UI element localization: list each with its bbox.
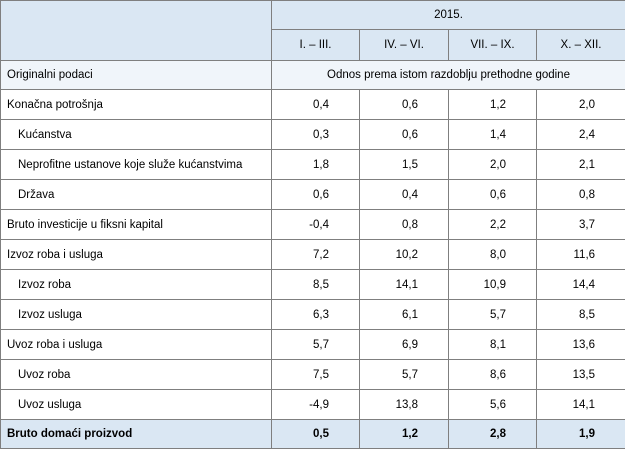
cell-value: 2,0 (448, 149, 537, 180)
subheader-note: Odnos prema istom razdoblju prethodne go… (270, 60, 625, 90)
cell-value: 0,6 (271, 179, 360, 210)
cell-value: 6,9 (359, 329, 449, 360)
subheader-row: Originalni podaci Odnos prema istom razd… (0, 60, 625, 90)
cell-value: -4,9 (271, 389, 360, 420)
row-label: Neprofitne ustanove koje služe kućanstvi… (0, 149, 272, 180)
cell-value: 0,3 (271, 119, 360, 150)
corner-cell (0, 0, 272, 61)
total-label: Bruto domaći proizvod (0, 419, 272, 449)
table-row: Država 0,6 0,4 0,6 0,8 (0, 179, 625, 210)
row-label: Država (0, 179, 272, 210)
cell-value: 14,1 (535, 389, 625, 420)
cell-value: 3,7 (535, 209, 625, 240)
cell-value: 13,8 (359, 389, 449, 420)
table-row: Uvoz usluga -4,9 13,8 5,6 14,1 (0, 389, 625, 420)
cell-value: 5,6 (448, 389, 537, 420)
cell-value: 8,5 (271, 269, 360, 300)
table-row: Neprofitne ustanove koje služe kućanstvi… (0, 149, 625, 180)
cell-value: 7,2 (271, 239, 360, 270)
row-label: Uvoz roba i usluga (0, 329, 272, 360)
period-header: X. – XII. (535, 29, 625, 61)
year-header: 2015. (270, 0, 625, 30)
cell-value: 0,8 (535, 179, 625, 210)
cell-value: 0,6 (359, 119, 449, 150)
period-header: VII. – IX. (448, 29, 537, 61)
cell-value: 2,2 (448, 209, 537, 240)
total-value: 0,5 (271, 419, 360, 449)
cell-value: 0,4 (271, 89, 360, 120)
cell-value: 7,5 (271, 359, 360, 390)
total-row: Bruto domaći proizvod 0,5 1,2 2,8 1,9 (0, 419, 625, 449)
period-header: IV. – VI. (359, 29, 449, 61)
cell-value: 5,7 (359, 359, 449, 390)
cell-value: 10,2 (359, 239, 449, 270)
table-row: Uvoz roba i usluga 5,7 6,9 8,1 13,6 (0, 329, 625, 360)
period-header: I. – III. (271, 29, 360, 61)
cell-value: 8,5 (535, 299, 625, 330)
table-row: Uvoz roba 7,5 5,7 8,6 13,5 (0, 359, 625, 390)
cell-value: 2,4 (535, 119, 625, 150)
cell-value: 1,4 (448, 119, 537, 150)
cell-value: 14,1 (359, 269, 449, 300)
table-row: Izvoz roba 8,5 14,1 10,9 14,4 (0, 269, 625, 300)
subheader-label: Originalni podaci (0, 60, 272, 90)
period-header-row: I. – III. IV. – VI. VII. – IX. X. – XII. (1, 29, 625, 61)
cell-value: 0,8 (359, 209, 449, 240)
cell-value: 5,7 (271, 329, 360, 360)
cell-value: 13,5 (535, 359, 625, 390)
cell-value: 2,0 (535, 89, 625, 120)
cell-value: 0,4 (359, 179, 449, 210)
row-label: Kućanstva (0, 119, 272, 150)
cell-value: 8,1 (448, 329, 537, 360)
cell-value: 1,2 (448, 89, 537, 120)
row-label: Bruto investicije u fiksni kapital (0, 209, 272, 240)
row-label: Izvoz roba (0, 269, 272, 300)
cell-value: 1,8 (271, 149, 360, 180)
cell-value: 13,6 (535, 329, 625, 360)
table-row: Izvoz roba i usluga 7,2 10,2 8,0 11,6 (0, 239, 625, 270)
year-header-row: 2015. (0, 0, 625, 61)
cell-value: 10,9 (448, 269, 537, 300)
row-label: Uvoz usluga (0, 389, 272, 420)
row-label: Uvoz roba (0, 359, 272, 390)
cell-value: 11,6 (535, 239, 625, 270)
total-value: 1,2 (359, 419, 449, 449)
cell-value: 5,7 (448, 299, 537, 330)
row-label: Izvoz usluga (0, 299, 272, 330)
table-row: Izvoz usluga 6,3 6,1 5,7 8,5 (0, 299, 625, 330)
cell-value: 2,1 (535, 149, 625, 180)
table-row: Kućanstva 0,3 0,6 1,4 2,4 (0, 119, 625, 150)
row-label: Izvoz roba i usluga (0, 239, 272, 270)
cell-value: 6,3 (271, 299, 360, 330)
cell-value: 0,6 (448, 179, 537, 210)
table-row: Konačna potrošnja 0,4 0,6 1,2 2,0 (0, 89, 625, 120)
cell-value: 0,6 (359, 89, 449, 120)
table-row: Bruto investicije u fiksni kapital -0,4 … (0, 209, 625, 240)
row-label: Konačna potrošnja (0, 89, 272, 120)
cell-value: 6,1 (359, 299, 449, 330)
cell-value: 14,4 (535, 269, 625, 300)
cell-value: -0,4 (271, 209, 360, 240)
total-value: 1,9 (535, 419, 625, 449)
cell-value: 8,0 (448, 239, 537, 270)
cell-value: 8,6 (448, 359, 537, 390)
total-value: 2,8 (448, 419, 537, 449)
cell-value: 1,5 (359, 149, 449, 180)
